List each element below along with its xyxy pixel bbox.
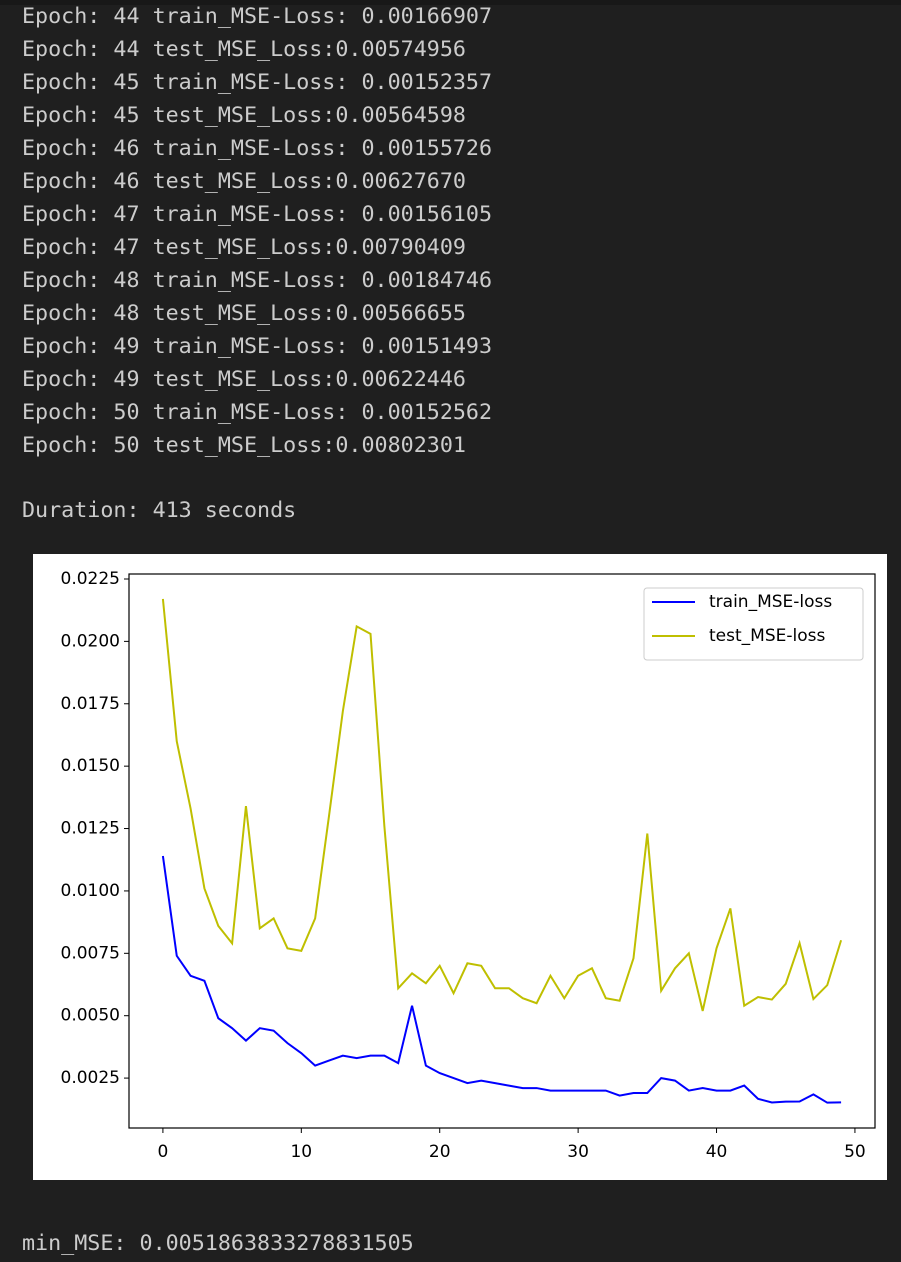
legend-label: train_MSE-loss <box>709 592 832 612</box>
y-tick-label: 0.0125 <box>61 819 120 839</box>
log-line: Epoch: 50 train_MSE-Loss: 0.00152562 <box>22 400 492 425</box>
y-tick-label: 0.0225 <box>61 569 120 589</box>
log-line: Epoch: 48 test_MSE_Loss:0.00566655 <box>22 301 466 326</box>
log-line: Epoch: 50 test_MSE_Loss:0.00802301 <box>22 433 466 458</box>
log-line: Epoch: 45 test_MSE_Loss:0.00564598 <box>22 103 466 128</box>
min-mse-text: min_MSE: 0.0051863833278831505 <box>22 1231 414 1256</box>
log-line: Epoch: 45 train_MSE-Loss: 0.00152357 <box>22 70 492 95</box>
log-line: Epoch: 46 test_MSE_Loss:0.00627670 <box>22 169 466 194</box>
x-tick-label: 40 <box>706 1142 728 1162</box>
y-tick-label: 0.0150 <box>61 756 120 776</box>
y-tick-label: 0.0025 <box>61 1068 120 1088</box>
log-line: Epoch: 44 train_MSE-Loss: 0.00166907 <box>22 4 492 29</box>
x-tick-label: 30 <box>567 1142 589 1162</box>
log-line: Epoch: 47 train_MSE-Loss: 0.00156105 <box>22 202 492 227</box>
x-tick-label: 0 <box>157 1142 168 1162</box>
log-line: Epoch: 49 train_MSE-Loss: 0.00151493 <box>22 334 492 359</box>
x-tick-label: 50 <box>844 1142 866 1162</box>
log-line: Epoch: 47 test_MSE_Loss:0.00790409 <box>22 235 466 260</box>
log-line: Epoch: 46 train_MSE-Loss: 0.00155726 <box>22 136 492 161</box>
log-line: Epoch: 48 train_MSE-Loss: 0.00184746 <box>22 268 492 293</box>
axes-frame <box>128 573 876 1129</box>
y-tick-label: 0.0100 <box>61 881 120 901</box>
duration-text: Duration: 413 seconds <box>22 498 296 523</box>
log-line: Epoch: 44 test_MSE_Loss:0.00574956 <box>22 37 466 62</box>
x-tick-label: 10 <box>290 1142 312 1162</box>
y-tick-label: 0.0050 <box>61 1006 120 1026</box>
x-tick-label: 20 <box>429 1142 451 1162</box>
line-series <box>161 598 843 1012</box>
legend-box <box>643 587 864 661</box>
line-series <box>161 855 842 1104</box>
y-tick-label: 0.0175 <box>61 694 120 714</box>
log-line: Epoch: 49 test_MSE_Loss:0.00622446 <box>22 367 466 392</box>
y-tick-label: 0.0200 <box>61 631 120 651</box>
legend-label: test_MSE-loss <box>709 626 825 646</box>
y-tick-label: 0.0075 <box>61 943 120 963</box>
top-bar <box>0 0 901 5</box>
